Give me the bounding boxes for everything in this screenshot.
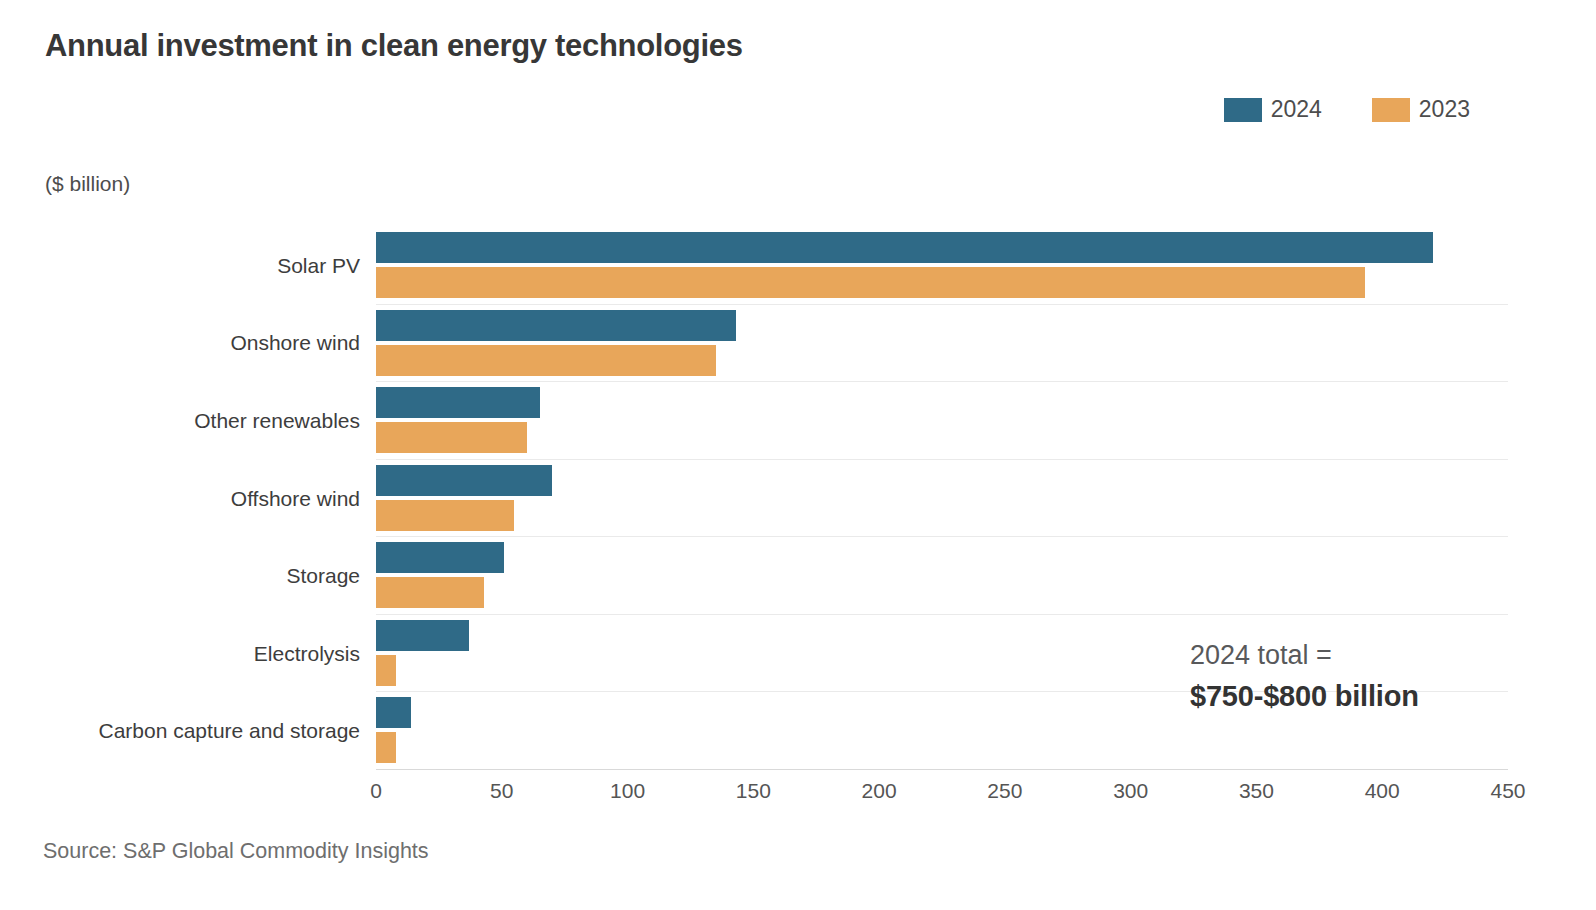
source-note: Source: S&P Global Commodity Insights (43, 839, 429, 864)
x-tick-label: 200 (862, 779, 897, 803)
axis-unit-label: ($ billion) (45, 172, 130, 196)
x-tick-label: 350 (1239, 779, 1274, 803)
row-plot-area (376, 537, 1508, 615)
bar-2024-other-renewables (376, 387, 540, 418)
category-label: Solar PV (0, 227, 376, 305)
row-plot-area (376, 305, 1508, 383)
legend-swatch-2023-icon (1372, 98, 1410, 122)
bar-2023-offshore-wind (376, 500, 514, 531)
legend-swatch-2024-icon (1224, 98, 1262, 122)
row-plot-area (376, 227, 1508, 305)
bar-2024-storage (376, 542, 504, 573)
chart-canvas: Annual investment in clean energy techno… (0, 0, 1596, 910)
x-tick-label: 400 (1365, 779, 1400, 803)
x-tick-label: 300 (1113, 779, 1148, 803)
bar-2024-solar-pv (376, 232, 1433, 263)
x-tick-label: 150 (736, 779, 771, 803)
chart-row: Other renewables (0, 382, 1508, 460)
bar-2024-electrolysis (376, 620, 469, 651)
annotation-line-2: $750-$800 billion (1190, 675, 1419, 717)
chart-title: Annual investment in clean energy techno… (45, 28, 743, 64)
chart-row: Solar PV (0, 227, 1508, 305)
bar-2024-carbon-capture-and-storage (376, 697, 411, 728)
bar-2023-other-renewables (376, 422, 527, 453)
category-label: Storage (0, 537, 376, 615)
annotation-line-1: 2024 total = (1190, 636, 1419, 675)
x-tick-label: 100 (610, 779, 645, 803)
legend-label-2023: 2023 (1419, 96, 1470, 123)
x-tick-label: 0 (370, 779, 382, 803)
bar-2023-onshore-wind (376, 345, 716, 376)
bar-2023-solar-pv (376, 267, 1365, 298)
category-label: Electrolysis (0, 615, 376, 693)
legend-item-2023: 2023 (1372, 96, 1470, 123)
category-label: Onshore wind (0, 305, 376, 383)
category-label: Offshore wind (0, 460, 376, 538)
legend: 2024 2023 (1224, 96, 1470, 123)
bar-2023-electrolysis (376, 655, 396, 686)
legend-item-2024: 2024 (1224, 96, 1322, 123)
bar-2023-carbon-capture-and-storage (376, 732, 396, 763)
x-tick-label: 250 (987, 779, 1022, 803)
legend-label-2024: 2024 (1271, 96, 1322, 123)
x-tick-label: 450 (1490, 779, 1525, 803)
bar-2024-offshore-wind (376, 465, 552, 496)
chart-row: Offshore wind (0, 460, 1508, 538)
bar-2024-onshore-wind (376, 310, 736, 341)
category-label: Carbon capture and storage (0, 692, 376, 770)
row-plot-area (376, 382, 1508, 460)
x-tick-label: 50 (490, 779, 513, 803)
total-annotation: 2024 total = $750-$800 billion (1190, 636, 1419, 717)
chart-row: Storage (0, 537, 1508, 615)
chart-row: Onshore wind (0, 305, 1508, 383)
x-axis: 050100150200250300350400450 (376, 779, 1508, 809)
row-plot-area (376, 460, 1508, 538)
category-label: Other renewables (0, 382, 376, 460)
bar-2023-storage (376, 577, 484, 608)
